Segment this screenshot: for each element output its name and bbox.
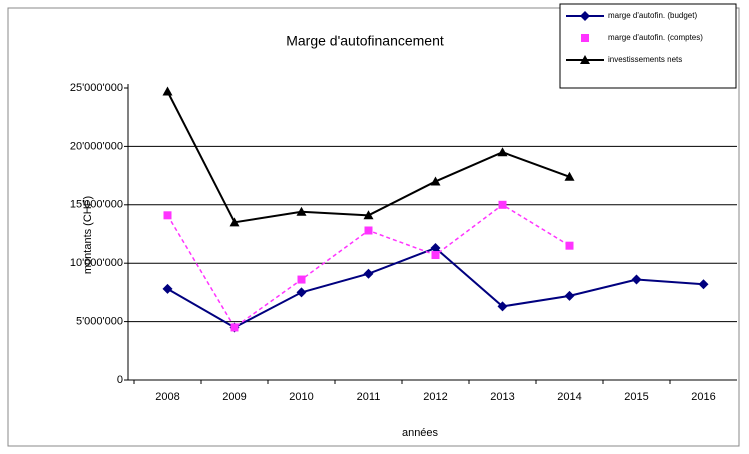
point xyxy=(497,147,508,157)
chart-frame xyxy=(7,7,740,447)
point xyxy=(564,171,575,181)
x-tick-label: 2015 xyxy=(624,391,648,403)
y-tick-label: 15'000'000 xyxy=(70,199,123,211)
point xyxy=(364,226,373,235)
legend-label: investissements nets xyxy=(608,55,682,64)
point xyxy=(580,55,590,64)
point xyxy=(162,86,173,96)
x-tick-label: 2008 xyxy=(155,391,179,403)
x-tick-label: 2016 xyxy=(691,391,715,403)
y-tick-label: 25'000'000 xyxy=(70,82,123,94)
legend: marge d'autofin. (budget) marge d'autofin… xyxy=(559,3,737,89)
x-tick-label: 2013 xyxy=(490,391,514,403)
point xyxy=(564,290,575,301)
point xyxy=(229,217,240,227)
y-tick-label: 20'000'000 xyxy=(70,140,123,152)
x-axis-label: années xyxy=(402,427,439,439)
point xyxy=(363,210,374,220)
x-tick-label: 2012 xyxy=(423,391,447,403)
point xyxy=(297,275,306,284)
y-tick-label: 0 xyxy=(117,374,123,386)
y-tick-label: 10'000'000 xyxy=(70,257,123,269)
legend-label: marge d'autofin. (budget) xyxy=(608,11,697,20)
point xyxy=(363,268,374,279)
point xyxy=(580,11,590,21)
y-tick-label: 5'000'000 xyxy=(76,316,123,328)
legend-box xyxy=(559,3,737,89)
chart-title: Marge d'autofinancement xyxy=(286,33,444,49)
series-line xyxy=(167,246,704,329)
point xyxy=(497,301,508,312)
point xyxy=(230,323,239,332)
point xyxy=(581,34,589,42)
x-tick-label: 2009 xyxy=(222,391,246,403)
point xyxy=(498,200,507,209)
x-tick-label: 2014 xyxy=(557,391,581,403)
x-tick-label: 2010 xyxy=(289,391,313,403)
point xyxy=(565,241,574,250)
x-tick-label: 2011 xyxy=(357,391,381,403)
point xyxy=(431,251,440,260)
point xyxy=(162,283,173,294)
legend-label: marge d'autofin. (comptes) xyxy=(608,33,703,42)
point xyxy=(430,243,441,254)
point xyxy=(698,279,709,290)
series-line xyxy=(166,91,570,224)
series-line xyxy=(166,203,570,329)
point xyxy=(163,211,172,220)
y-axis-label: montants (CHF) xyxy=(82,196,94,274)
point xyxy=(296,287,307,298)
point xyxy=(296,206,307,216)
point xyxy=(430,176,441,186)
point xyxy=(631,274,642,285)
